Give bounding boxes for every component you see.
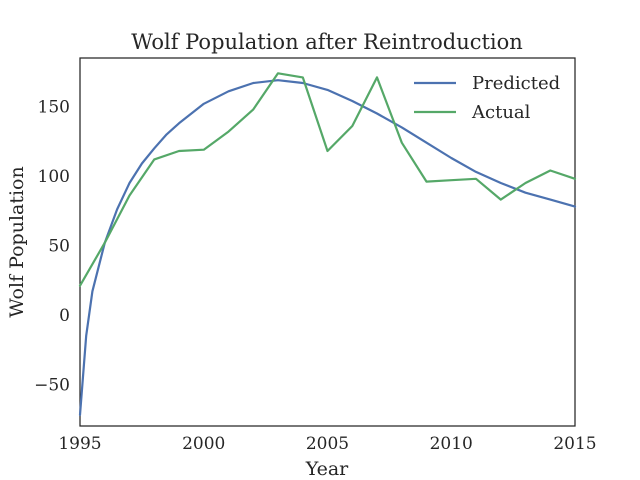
y-tick-label: 150	[38, 98, 70, 118]
y-tick-label: 50	[48, 236, 70, 256]
series-line-predicted	[78, 79, 577, 416]
x-axis-label: Year	[305, 458, 349, 480]
legend: Predicted Actual	[414, 73, 560, 123]
chart-title: Wolf Population after Reintroduction	[131, 30, 523, 54]
y-axis-label: Wolf Population	[6, 166, 28, 317]
series-lines	[78, 72, 577, 416]
x-tick-label: 2005	[306, 434, 349, 454]
x-tick-label: 1995	[58, 434, 101, 454]
x-tick-label: 2015	[553, 434, 596, 454]
y-tick-label: −50	[34, 375, 70, 395]
plot-area-frame	[79, 57, 576, 427]
legend-label-actual: Actual	[471, 102, 531, 123]
x-tick-label: 2010	[430, 434, 473, 454]
legend-label-predicted: Predicted	[472, 73, 560, 94]
y-tick-label: 100	[38, 167, 70, 187]
series-line-actual	[78, 72, 577, 287]
y-tick-label: 0	[59, 306, 70, 326]
x-axis-ticks: 1995 2000 2005 2010 2015	[58, 434, 596, 454]
y-axis-ticks: −50 0 50 100 150	[34, 98, 70, 396]
x-tick-label: 2000	[182, 434, 225, 454]
